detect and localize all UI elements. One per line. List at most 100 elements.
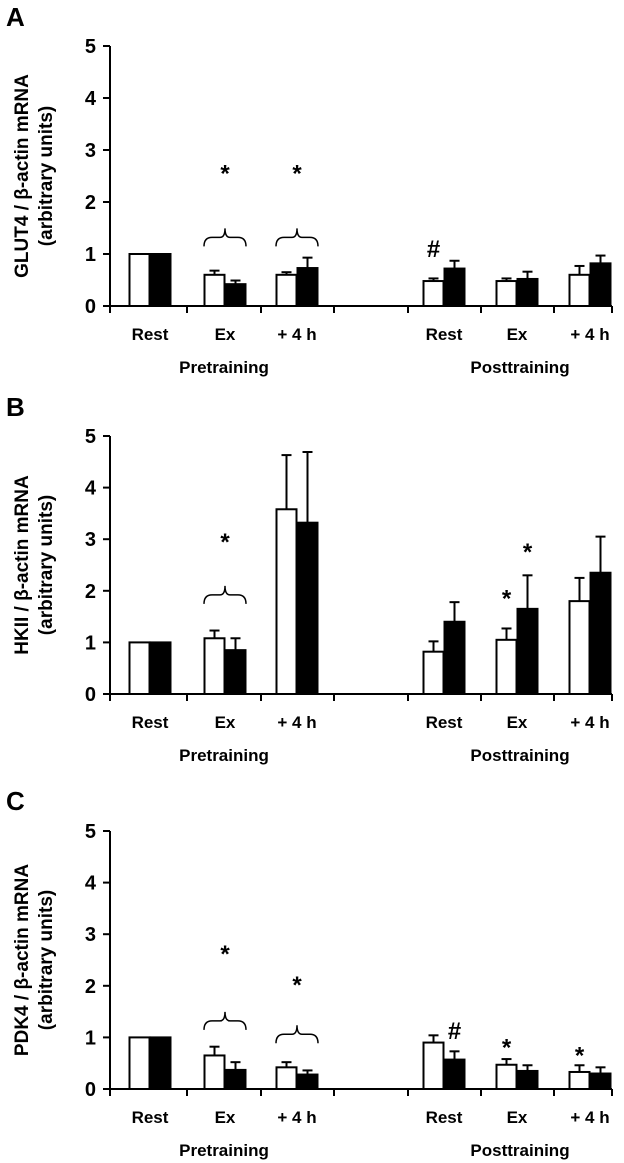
y-axis-label-line1: PDK4 / β-actin mRNA [12, 864, 33, 1056]
significance-brace [203, 1011, 247, 1030]
bar-open [568, 1070, 591, 1091]
significance-asterisk: * [220, 941, 230, 968]
bar-open [275, 508, 298, 695]
y-tick-label: 5 [85, 821, 96, 843]
bar-open [128, 1036, 151, 1091]
significance-asterisk: * [502, 586, 512, 613]
significance-asterisk: * [292, 972, 302, 999]
y-tick-label: 2 [85, 192, 96, 214]
y-tick-label: 3 [85, 140, 96, 162]
bar-filled [443, 267, 466, 307]
y-tick-label: 1 [85, 632, 96, 654]
hash-annotation: # [448, 1018, 461, 1045]
y-axis-label-line1: GLUT4 / β-actin mRNA [12, 74, 33, 278]
bar-filled [516, 277, 539, 307]
x-tick-label: + 4 h [570, 713, 609, 732]
y-tick-label: 5 [85, 426, 96, 448]
bar-filled [149, 253, 172, 307]
significance-asterisk: * [220, 529, 230, 556]
bar-open [275, 1066, 298, 1091]
y-axis-label-line2: (arbitrary units) [36, 890, 57, 1030]
y-tick-label: 4 [85, 478, 97, 500]
bar-open [568, 600, 591, 695]
panel-c: C PDK4 / β-actin mRNA (arbitrary units) 0 1 2… [6, 786, 613, 1160]
y-tick-label: 1 [85, 244, 96, 266]
y-axis-label: PDK4 / β-actin mRNA (arbitrary units) [12, 864, 57, 1056]
panel-b: B HKII / β-actin mRNA (arbitrary units) 0 1 2… [6, 392, 613, 765]
x-tick-label: Rest [132, 1108, 169, 1127]
bar-open [128, 641, 151, 696]
y-tick-label: 5 [85, 36, 96, 58]
x-tick-label: Ex [215, 1108, 236, 1127]
group-label-posttraining: Posttraining [470, 358, 569, 377]
bar-filled [224, 1068, 247, 1090]
y-tick-label: 4 [85, 873, 97, 895]
bar-open [422, 650, 445, 695]
bar-open [495, 638, 518, 696]
bar-filled [224, 283, 247, 308]
x-tick-label: + 4 h [570, 1108, 609, 1127]
x-tick-label: Rest [426, 713, 463, 732]
significance-brace [275, 1025, 319, 1044]
y-tick-label: 3 [85, 529, 96, 551]
panel-letter: A [6, 2, 25, 32]
y-axis-label-line2: (arbitrary units) [36, 106, 57, 246]
panel-letter: B [6, 392, 25, 422]
bar-filled [516, 1069, 539, 1090]
significance-asterisk: * [575, 1042, 585, 1069]
significance-asterisk: * [220, 160, 230, 187]
y-axis-label: HKII / β-actin mRNA (arbitrary units) [12, 475, 57, 655]
bar-open [275, 273, 298, 307]
x-tick-label: Ex [507, 325, 528, 344]
bar-filled [516, 607, 539, 695]
y-tick-label: 3 [85, 924, 96, 946]
x-tick-label: Ex [507, 1108, 528, 1127]
group-label-posttraining: Posttraining [470, 1141, 569, 1160]
panel-a: A GLUT4 / β-actin mRNA (arbitrary units) 0 1… [6, 2, 613, 377]
x-tick-label: Rest [426, 1108, 463, 1127]
x-tick-label: + 4 h [277, 1108, 316, 1127]
bar-open [422, 1041, 445, 1091]
bar-open [128, 253, 151, 307]
bar-open [495, 280, 518, 308]
x-tick-label: Ex [507, 713, 528, 732]
significance-asterisk: * [523, 539, 533, 566]
bar-open [495, 1063, 518, 1091]
bar-filled [589, 1072, 612, 1091]
group-label-pretraining: Pretraining [179, 358, 269, 377]
y-tick-label: 4 [85, 88, 97, 110]
bar-open [568, 273, 591, 307]
bar-open [203, 273, 226, 307]
y-tick-label: 2 [85, 976, 96, 998]
bar-open [422, 280, 445, 308]
bar-open [203, 1054, 226, 1090]
hash-annotation: # [427, 236, 440, 263]
y-tick-label: 0 [85, 1079, 96, 1101]
significance-brace [203, 585, 247, 604]
x-tick-label: + 4 h [277, 325, 316, 344]
bar-filled [443, 620, 466, 696]
y-tick-label: 2 [85, 581, 96, 603]
y-axis-label: GLUT4 / β-actin mRNA (arbitrary units) [12, 74, 57, 278]
bar-filled [589, 571, 612, 695]
bar-filled [149, 641, 172, 696]
bar-open [203, 637, 226, 695]
bar-filled [296, 1073, 319, 1091]
group-label-pretraining: Pretraining [179, 1141, 269, 1160]
y-axis-label-line1: HKII / β-actin mRNA [12, 475, 33, 655]
bar-filled [224, 649, 247, 696]
y-tick-label: 0 [85, 684, 96, 706]
x-tick-label: Ex [215, 713, 236, 732]
group-label-posttraining: Posttraining [470, 746, 569, 765]
x-tick-label: Rest [132, 325, 169, 344]
x-tick-label: + 4 h [277, 713, 316, 732]
significance-brace [203, 228, 247, 247]
panel-letter: C [6, 786, 25, 816]
x-tick-label: + 4 h [570, 325, 609, 344]
group-label-pretraining: Pretraining [179, 746, 269, 765]
bar-filled [149, 1036, 172, 1091]
bar-filled [589, 262, 612, 307]
bar-filled [443, 1058, 466, 1091]
y-axis-label-line2: (arbitrary units) [36, 495, 57, 635]
